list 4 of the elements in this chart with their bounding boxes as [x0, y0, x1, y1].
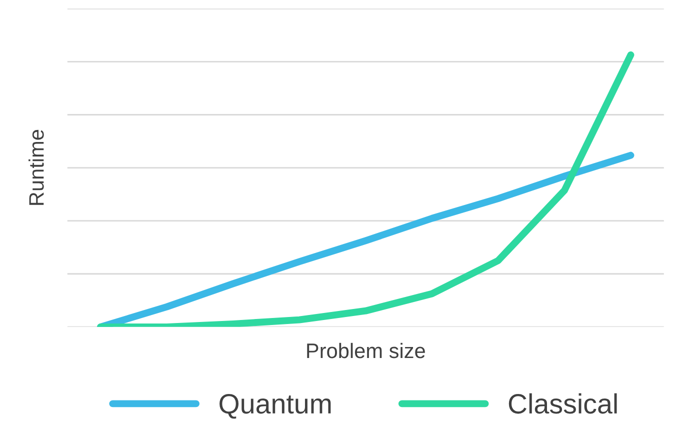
legend-label: Quantum: [220, 394, 331, 419]
legend-label: Classical: [508, 393, 617, 414]
y-axis-title: Runtime: [28, 130, 44, 205]
x-axis-title: Problem size: [307, 342, 425, 358]
